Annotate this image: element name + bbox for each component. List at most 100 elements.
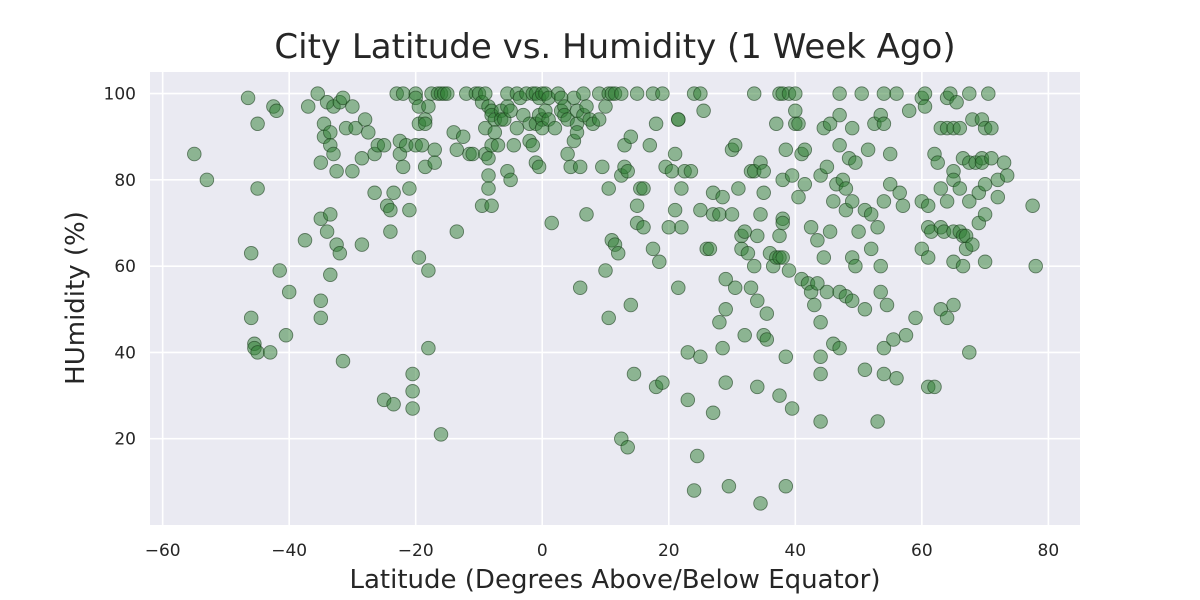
data-point xyxy=(775,215,790,231)
data-point xyxy=(572,159,588,175)
data-point xyxy=(727,138,743,153)
data-point xyxy=(629,86,645,101)
data-point xyxy=(402,181,417,196)
data-point xyxy=(503,103,518,119)
data-point xyxy=(250,181,265,196)
data-point xyxy=(667,202,683,218)
data-point xyxy=(323,267,338,283)
data-point xyxy=(262,345,278,360)
data-point xyxy=(481,168,496,183)
data-point xyxy=(272,263,287,278)
data-point xyxy=(240,90,256,106)
data-point xyxy=(357,112,373,127)
data-point xyxy=(848,155,863,170)
data-point xyxy=(803,220,819,235)
data-point xyxy=(857,302,873,317)
data-point xyxy=(348,120,363,136)
data-point xyxy=(411,250,427,265)
data-point xyxy=(405,384,420,399)
data-point xyxy=(984,151,999,166)
data-point xyxy=(977,254,993,270)
data-point xyxy=(977,176,993,192)
data-point xyxy=(345,99,360,114)
data-point xyxy=(601,181,616,196)
data-point xyxy=(759,306,775,321)
data-point xyxy=(655,375,670,390)
y-tick-label: 80 xyxy=(114,171,136,191)
data-point xyxy=(626,366,642,382)
data-point xyxy=(683,163,699,179)
data-point xyxy=(737,327,752,343)
data-point xyxy=(778,478,794,494)
y-tick-label: 40 xyxy=(114,343,136,363)
data-point xyxy=(367,185,382,201)
data-point xyxy=(977,207,993,222)
data-point xyxy=(1028,258,1043,274)
x-tick-label: −40 xyxy=(271,541,307,561)
data-point xyxy=(421,99,436,114)
data-point xyxy=(361,125,376,140)
data-point xyxy=(579,99,594,114)
data-point xyxy=(313,155,329,170)
data-point xyxy=(664,163,680,179)
data-point xyxy=(876,116,892,132)
data-point xyxy=(509,120,525,136)
data-point xyxy=(778,142,794,157)
data-point xyxy=(863,207,879,222)
data-point xyxy=(433,427,449,442)
data-point xyxy=(490,138,506,153)
data-point xyxy=(753,496,768,511)
data-point xyxy=(984,120,999,136)
data-point xyxy=(1025,198,1040,213)
data-point xyxy=(712,207,727,222)
data-point xyxy=(661,220,677,235)
data-point xyxy=(962,86,977,101)
data-point xyxy=(857,362,873,377)
data-point xyxy=(892,185,907,201)
data-point xyxy=(882,176,898,192)
data-point xyxy=(335,353,351,369)
data-point xyxy=(895,198,911,213)
data-point xyxy=(879,297,895,313)
data-point xyxy=(854,86,869,101)
data-point xyxy=(323,125,338,140)
data-point xyxy=(598,263,613,278)
data-point xyxy=(525,138,541,153)
data-point xyxy=(335,90,351,106)
x-tick-label: 40 xyxy=(784,541,806,561)
data-point xyxy=(772,388,787,403)
data-point xyxy=(642,138,658,153)
data-point xyxy=(870,414,885,429)
y-tick-label: 100 xyxy=(104,85,136,105)
data-point xyxy=(648,116,664,132)
data-point xyxy=(784,401,800,416)
data-point xyxy=(898,327,914,343)
data-point xyxy=(778,349,794,364)
data-point xyxy=(481,151,496,166)
data-point xyxy=(414,138,430,153)
data-point xyxy=(481,181,496,196)
data-point xyxy=(882,146,898,162)
data-point xyxy=(199,172,215,188)
chart-title: City Latitude vs. Humidity (1 Week Ago) xyxy=(274,27,955,67)
data-point xyxy=(813,349,828,364)
data-point xyxy=(791,189,806,205)
data-point xyxy=(300,99,316,114)
data-point xyxy=(636,220,651,235)
y-tick-label: 20 xyxy=(114,430,136,450)
data-point xyxy=(610,245,626,261)
data-point xyxy=(743,280,759,295)
data-point xyxy=(478,86,493,101)
data-point xyxy=(449,142,465,157)
data-point xyxy=(870,220,885,235)
data-point xyxy=(996,155,1012,170)
data-point xyxy=(860,142,876,157)
data-point xyxy=(187,146,202,162)
data-point xyxy=(822,224,838,239)
data-point xyxy=(313,293,329,308)
data-point xyxy=(832,107,847,123)
data-point xyxy=(731,181,746,196)
plot-background xyxy=(150,72,1080,525)
data-point xyxy=(999,168,1015,183)
data-point xyxy=(949,94,964,110)
